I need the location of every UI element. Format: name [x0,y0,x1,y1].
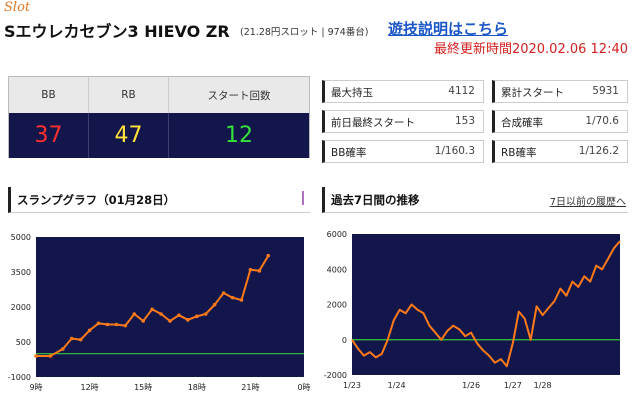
plot-background [36,237,304,377]
seven-day-trend-title: 過去7日間の推移 [331,193,420,207]
y-tick-label: 5000 [11,233,31,242]
stat-label: 合成確率 [501,117,543,129]
plot-background [352,234,620,375]
stat-combined-rate: 合成確率 1/70.6 [492,110,628,133]
machine-name: Sエウレカセブン3 HIEVO ZR [4,22,230,41]
data-point [96,321,101,326]
y-tick-label: -2000 [324,371,347,380]
data-point [141,319,145,323]
x-tick-label: 21時 [241,383,259,392]
slot-category-label: Slot [4,0,31,15]
stat-value: 1/160.3 [434,145,475,157]
data-point [34,354,38,358]
y-tick-label: 0 [342,336,347,345]
last-updated-time: 最終更新時間2020.02.06 12:40 [433,42,628,57]
stat-value: 4112 [448,85,475,97]
y-tick-label: 6000 [327,230,347,239]
data-point [195,314,199,319]
x-tick-label: 0時 [297,383,310,392]
y-tick-label: 2000 [327,301,347,310]
data-point [159,312,163,316]
x-tick-label: 1/28 [534,381,552,390]
stat-value: 153 [454,115,475,127]
data-point [61,347,65,351]
x-tick-label: 1/23 [343,381,361,390]
y-tick-label: -1000 [8,373,31,382]
start-count-header: スタート回数 [169,77,309,113]
stat-value: 1/70.6 [585,115,619,127]
y-tick-label: 4000 [327,265,347,274]
data-point [105,322,110,327]
older-history-link[interactable]: 7日以前の履歴へ [549,197,626,208]
stat-total-start: 累計スタート 5931 [492,80,628,103]
y-tick-label: 2000 [11,303,31,312]
stat-rb-rate: RB確率 1/126.2 [492,140,628,163]
divider-mark [302,191,304,205]
data-point [123,323,128,328]
x-tick-label: 15時 [134,383,152,392]
stat-bb-rate: BB確率 1/160.3 [322,140,484,163]
x-tick-label: 9時 [29,383,42,392]
x-tick-label: 18時 [188,383,206,392]
stat-prev-final-start: 前日最終スタート 153 [322,110,484,133]
data-point [177,313,181,317]
rules-explanation-link[interactable]: 遊技説明はこちら [388,20,509,38]
start-count: 12 [169,113,309,158]
data-point [48,354,53,358]
stat-max-medals: 最大持玉 4112 [322,80,484,103]
data-point [257,269,262,273]
rb-header: RB [89,77,169,113]
data-point [114,322,119,327]
stat-label: RB確率 [501,147,537,159]
bb-header: BB [9,77,89,113]
data-point [230,295,235,300]
data-point [266,253,271,258]
data-point [69,336,74,341]
rb-count: 47 [89,113,169,158]
stat-label: BB確率 [331,147,367,159]
data-point [239,298,244,302]
bonus-counter-table: BB RB スタート回数 37 47 12 [8,76,310,158]
data-point [87,328,92,333]
y-tick-label: 3500 [11,268,31,277]
stat-label: 前日最終スタート [331,117,415,129]
data-point [248,267,253,272]
data-point [221,291,226,295]
data-point [212,302,217,307]
stat-value: 5931 [592,85,619,97]
stat-label: 累計スタート [501,87,564,99]
data-point [186,318,190,322]
x-tick-label: 1/26 [462,381,480,390]
data-point [168,319,172,323]
slump-graph-title: スランプグラフ（01月28日） [17,193,176,207]
seven-day-trend-header: 過去7日間の推移 7日以前の履歴へ [322,187,628,213]
data-point [203,312,208,316]
series-line [351,240,621,368]
machine-rate-and-number: (21.28円スロット | 974番台) [240,27,369,38]
y-tick-label: 500 [16,338,31,347]
stat-value: 1/126.2 [578,145,619,157]
x-tick-label: 1/24 [388,381,406,390]
data-point [150,307,154,312]
data-point [132,312,137,316]
slump-graph-header: スランプグラフ（01月28日） [8,187,310,213]
x-tick-label: 12時 [81,383,99,392]
x-tick-label: 1/27 [504,381,522,390]
stat-label: 最大持玉 [331,87,373,99]
data-point [78,337,83,342]
bb-count: 37 [9,113,89,158]
